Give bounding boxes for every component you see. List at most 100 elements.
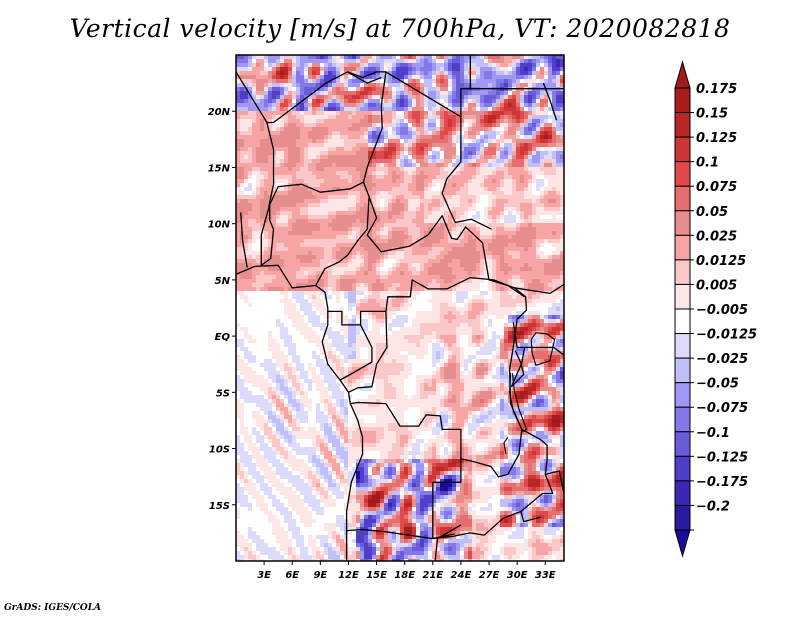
- field-cell: [536, 83, 540, 87]
- field-cell: [424, 63, 428, 67]
- field-cell: [504, 83, 508, 87]
- field-cell: [280, 119, 284, 123]
- field-cell: [492, 119, 496, 123]
- field-cell: [308, 71, 312, 75]
- field-cell: [484, 91, 488, 95]
- field-cell: [524, 251, 528, 255]
- field-cell: [348, 139, 352, 143]
- field-cell: [336, 127, 340, 131]
- field-cell: [484, 271, 488, 275]
- field-cell: [300, 215, 304, 219]
- field-cell: [324, 151, 328, 155]
- field-cell: [456, 131, 460, 135]
- field-cell: [440, 291, 444, 295]
- field-cell: [444, 123, 448, 127]
- field-cell: [392, 103, 396, 107]
- field-cell: [252, 283, 256, 287]
- field-cell: [304, 299, 308, 303]
- field-cell: [372, 115, 376, 119]
- field-cell: [328, 235, 332, 239]
- field-cell: [392, 287, 396, 291]
- field-cell: [408, 91, 412, 95]
- field-cell: [404, 203, 408, 207]
- field-cell: [404, 103, 408, 107]
- field-cell: [524, 215, 528, 219]
- field-cell: [332, 79, 336, 83]
- field-cell: [512, 179, 516, 183]
- field-cell: [476, 231, 480, 235]
- field-cell: [488, 123, 492, 127]
- field-cell: [252, 263, 256, 267]
- field-cell: [392, 199, 396, 203]
- field-cell: [504, 139, 508, 143]
- field-cell: [536, 295, 540, 299]
- field-cell: [284, 179, 288, 183]
- field-cell: [432, 275, 436, 279]
- field-cell: [276, 95, 280, 99]
- field-cell: [396, 191, 400, 195]
- field-cell: [332, 163, 336, 167]
- field-cell: [548, 139, 552, 143]
- field-cell: [552, 163, 556, 167]
- field-cell: [476, 307, 480, 311]
- field-cell: [528, 235, 532, 239]
- field-cell: [392, 99, 396, 103]
- field-cell: [488, 75, 492, 79]
- field-cell: [276, 71, 280, 75]
- field-cell: [328, 191, 332, 195]
- field-cell: [508, 199, 512, 203]
- field-cell: [424, 151, 428, 155]
- field-cell: [500, 303, 504, 307]
- field-cell: [432, 175, 436, 179]
- field-cell: [372, 63, 376, 67]
- field-cell: [512, 107, 516, 111]
- field-cell: [492, 139, 496, 143]
- field-cell: [296, 203, 300, 207]
- field-cell: [348, 67, 352, 71]
- field-cell: [252, 203, 256, 207]
- field-cell: [476, 163, 480, 167]
- field-cell: [304, 183, 308, 187]
- field-cell: [316, 115, 320, 119]
- field-cell: [480, 303, 484, 307]
- field-cell: [476, 311, 480, 315]
- field-cell: [308, 163, 312, 167]
- field-cell: [340, 171, 344, 175]
- field-cell: [244, 127, 248, 131]
- field-cell: [488, 271, 492, 275]
- field-cell: [236, 115, 240, 119]
- field-cell: [340, 267, 344, 271]
- field-cell: [524, 243, 528, 247]
- field-cell: [292, 91, 296, 95]
- field-cell: [472, 111, 476, 115]
- field-cell: [368, 175, 372, 179]
- field-cell: [288, 163, 292, 167]
- field-cell: [460, 71, 464, 75]
- field-cell: [264, 163, 268, 167]
- field-cell: [340, 231, 344, 235]
- field-cell: [324, 243, 328, 247]
- field-cell: [392, 187, 396, 191]
- field-cell: [556, 63, 560, 67]
- field-cell: [300, 219, 304, 223]
- field-cell: [492, 151, 496, 155]
- field-cell: [488, 235, 492, 239]
- field-cell: [244, 59, 248, 63]
- field-cell: [460, 111, 464, 115]
- field-cell: [304, 159, 308, 163]
- field-cell: [360, 207, 364, 211]
- field-cell: [296, 75, 300, 79]
- field-cell: [428, 99, 432, 103]
- field-cell: [268, 79, 272, 83]
- field-cell: [436, 163, 440, 167]
- field-cell: [332, 275, 336, 279]
- field-cell: [536, 223, 540, 227]
- field-cell: [388, 215, 392, 219]
- field-cell: [304, 239, 308, 243]
- field-cell: [316, 143, 320, 147]
- field-cell: [376, 171, 380, 175]
- field-cell: [548, 199, 552, 203]
- field-cell: [516, 263, 520, 267]
- field-cell: [536, 111, 540, 115]
- field-cell: [508, 227, 512, 231]
